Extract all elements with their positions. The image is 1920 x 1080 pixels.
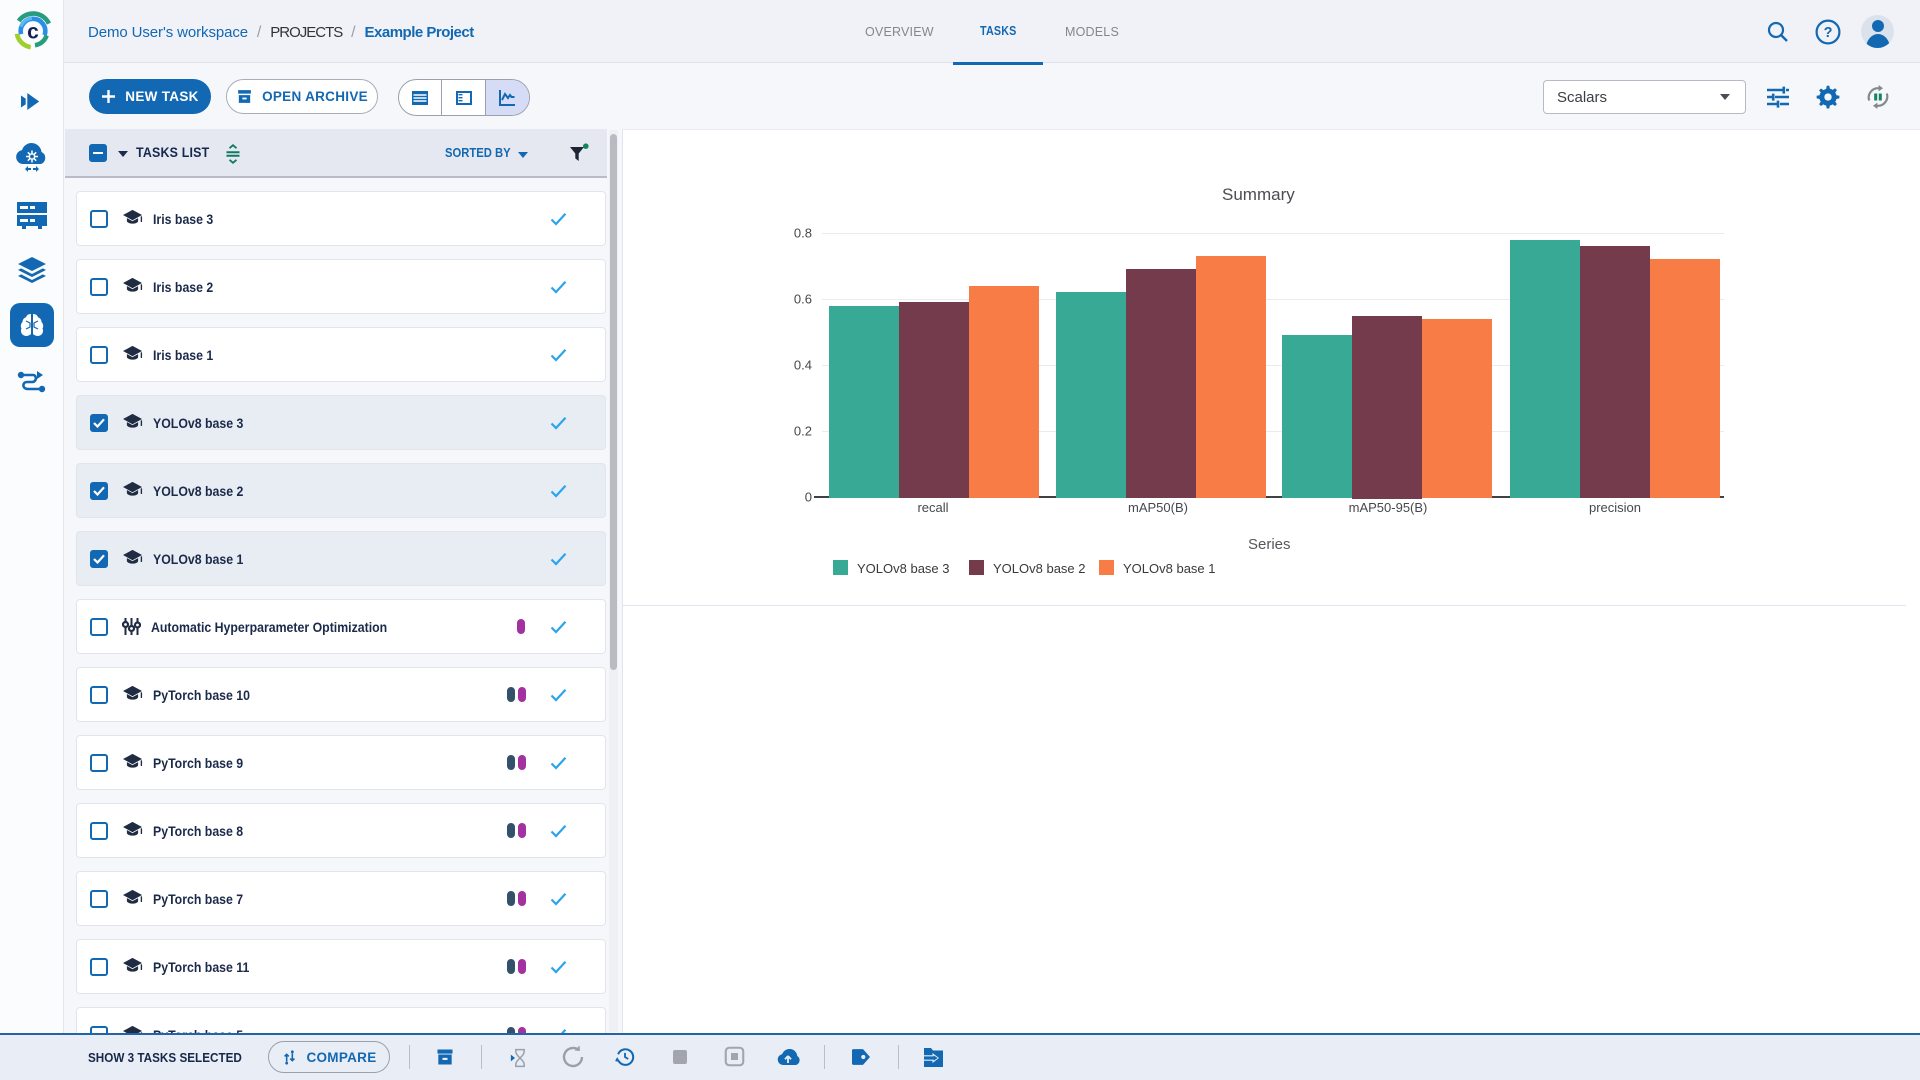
svg-text:?: ? [1824, 25, 1833, 41]
svg-text:c: c [27, 21, 39, 44]
